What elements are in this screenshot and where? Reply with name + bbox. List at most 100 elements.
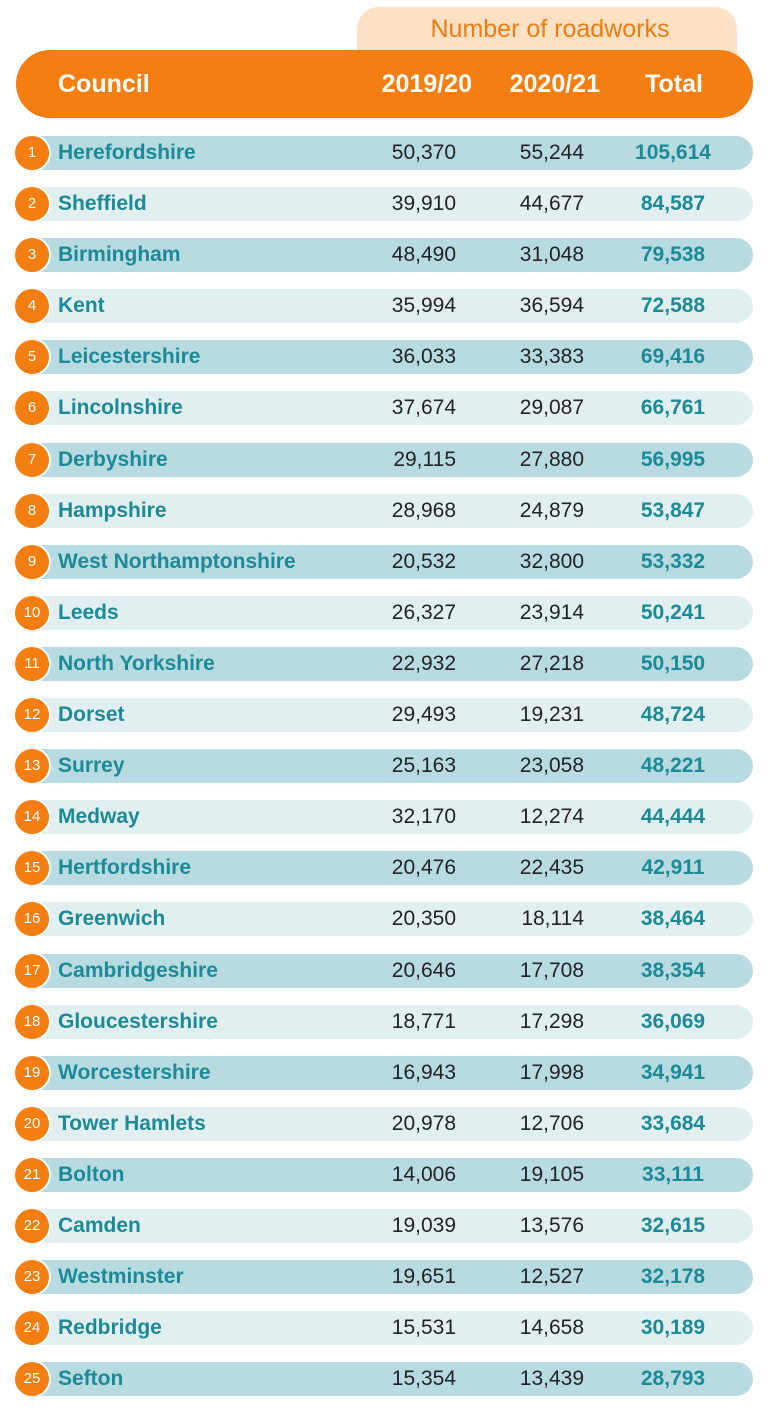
value-2019-20: 14,006	[391, 1162, 456, 1186]
rank-badge: 8	[15, 493, 49, 528]
value-2020-21: 24,879	[519, 498, 584, 522]
value-2020-21: 18,114	[521, 907, 584, 931]
value-2019-20: 36,033	[391, 345, 456, 369]
table-row: 7 Derbyshire 29,115 27,880 56,995	[0, 442, 768, 494]
council-name: Bolton	[58, 1162, 125, 1186]
value-2019-20: 19,039	[391, 1213, 456, 1237]
value-2020-21: 17,298	[519, 1009, 584, 1033]
value-2019-20: 29,115	[393, 447, 456, 471]
council-name: Lincolnshire	[58, 396, 183, 420]
table-row: 23 Westminster 19,651 12,527 32,178	[0, 1260, 768, 1311]
council-name: Greenwich	[58, 907, 166, 931]
row-background	[22, 544, 753, 579]
value-2019-20: 16,943	[391, 1060, 456, 1084]
table-body: 1 Herefordshire 50,370 55,244 105,614 2 Sheffi…	[0, 136, 768, 1413]
value-2020-21: 31,048	[519, 243, 584, 267]
council-name: Sefton	[58, 1367, 124, 1391]
value-2020-21: 36,594	[519, 294, 584, 318]
rank-badge: 20	[15, 1106, 49, 1141]
table-row: 22 Camden 19,039 13,576 32,615	[0, 1208, 768, 1260]
table-row: 19 Worcestershire 16,943 17,998 34,941	[0, 1055, 768, 1107]
rank-badge: 9	[15, 544, 49, 579]
row-background	[22, 595, 753, 630]
row-background	[22, 493, 753, 528]
value-2019-20: 48,490	[391, 243, 456, 267]
council-name: North Yorkshire	[58, 651, 215, 675]
rank-badge: 21	[15, 1157, 49, 1192]
row-background	[22, 289, 753, 324]
value-total: 44,444	[640, 805, 706, 829]
row-background	[22, 851, 753, 886]
value-2020-21: 17,998	[519, 1060, 584, 1084]
rank-badge: 3	[15, 238, 49, 273]
value-2019-20: 20,646	[391, 958, 456, 982]
value-2020-21: 23,058	[519, 754, 584, 778]
table-row: 12 Dorset 29,493 19,231 48,724	[0, 698, 768, 749]
rank-badge: 22	[15, 1208, 49, 1243]
value-2020-21: 44,677	[519, 192, 584, 216]
total-column-header: Total	[645, 70, 703, 98]
row-background	[22, 800, 753, 835]
value-total: 28,793	[640, 1367, 706, 1391]
council-name: Dorset	[58, 703, 125, 727]
council-name: Surrey	[58, 754, 125, 778]
value-total: 105,614	[635, 141, 711, 164]
table-row: 5 Leicestershire 36,033 33,383 69,416	[0, 340, 768, 391]
council-name: Sheffield	[58, 192, 147, 216]
table-row: 2 Sheffield 39,910 44,677 84,587	[0, 187, 768, 238]
value-2020-21: 12,274	[519, 805, 584, 829]
rank-badge: 11	[15, 646, 49, 681]
row-background	[22, 1106, 753, 1141]
council-name: Herefordshire	[58, 141, 196, 164]
value-total: 56,995	[640, 447, 706, 471]
row-background	[22, 238, 753, 273]
table-row: 14 Medway 32,170 12,274 44,444	[0, 800, 768, 851]
table-row: 17 Cambridgeshire 20,646 17,708 38,354	[0, 953, 768, 1005]
value-2020-21: 32,800	[519, 549, 584, 573]
value-total: 33,684	[640, 1111, 706, 1135]
rank-badge: 4	[15, 289, 49, 324]
value-2019-20: 32,170	[391, 805, 456, 829]
value-2019-20: 19,651	[391, 1265, 456, 1289]
rank-badge: 13	[15, 749, 49, 784]
value-2020-21: 17,708	[519, 958, 584, 982]
table-row: 16 Greenwich 20,350 18,114 38,464	[0, 902, 768, 953]
row-background	[22, 136, 753, 170]
row-background	[22, 1157, 753, 1192]
council-name: Hertfordshire	[58, 856, 192, 880]
value-2019-20: 29,493	[391, 703, 456, 727]
row-background	[22, 1055, 753, 1090]
council-name: Leicestershire	[58, 345, 201, 369]
table-row: 4 Kent 35,994 36,594 72,588	[0, 289, 768, 340]
value-total: 69,416	[640, 345, 706, 369]
value-total: 38,464	[640, 907, 706, 931]
rank-badge: 18	[15, 1004, 49, 1039]
council-name: Derbyshire	[58, 447, 168, 471]
row-background	[22, 953, 753, 988]
value-2020-21: 13,576	[519, 1213, 584, 1237]
year-2020-column-header: 2020/21	[509, 70, 600, 98]
rank-badge: 5	[15, 340, 49, 375]
row-background	[22, 340, 753, 375]
value-2020-21: 33,383	[519, 345, 584, 369]
row-background	[22, 646, 753, 681]
table-header: Council 2019/20 2020/21 Total	[16, 50, 753, 118]
value-total: 66,761	[640, 396, 706, 420]
value-2020-21: 27,218	[519, 651, 584, 675]
value-2019-20: 20,476	[391, 856, 456, 880]
council-name: Tower Hamlets	[58, 1111, 206, 1135]
table-row: 24 Redbridge 15,531 14,658 30,189	[0, 1311, 768, 1362]
value-total: 53,332	[640, 549, 706, 573]
value-total: 34,941	[640, 1060, 706, 1084]
council-name: Cambridgeshire	[58, 958, 218, 982]
table-row: 15 Hertfordshire 20,476 22,435 42,911	[0, 851, 768, 902]
row-background	[22, 391, 753, 426]
value-2019-20: 20,978	[391, 1111, 456, 1135]
value-total: 53,847	[640, 498, 706, 522]
table-row: 3 Birmingham 48,490 31,048 79,538	[0, 238, 768, 289]
council-name: Redbridge	[58, 1316, 162, 1340]
rank-badge: 2	[15, 187, 49, 222]
value-2020-21: 19,105	[519, 1162, 584, 1186]
rank-badge: 15	[15, 851, 49, 886]
value-2020-21: 22,435	[519, 856, 584, 880]
